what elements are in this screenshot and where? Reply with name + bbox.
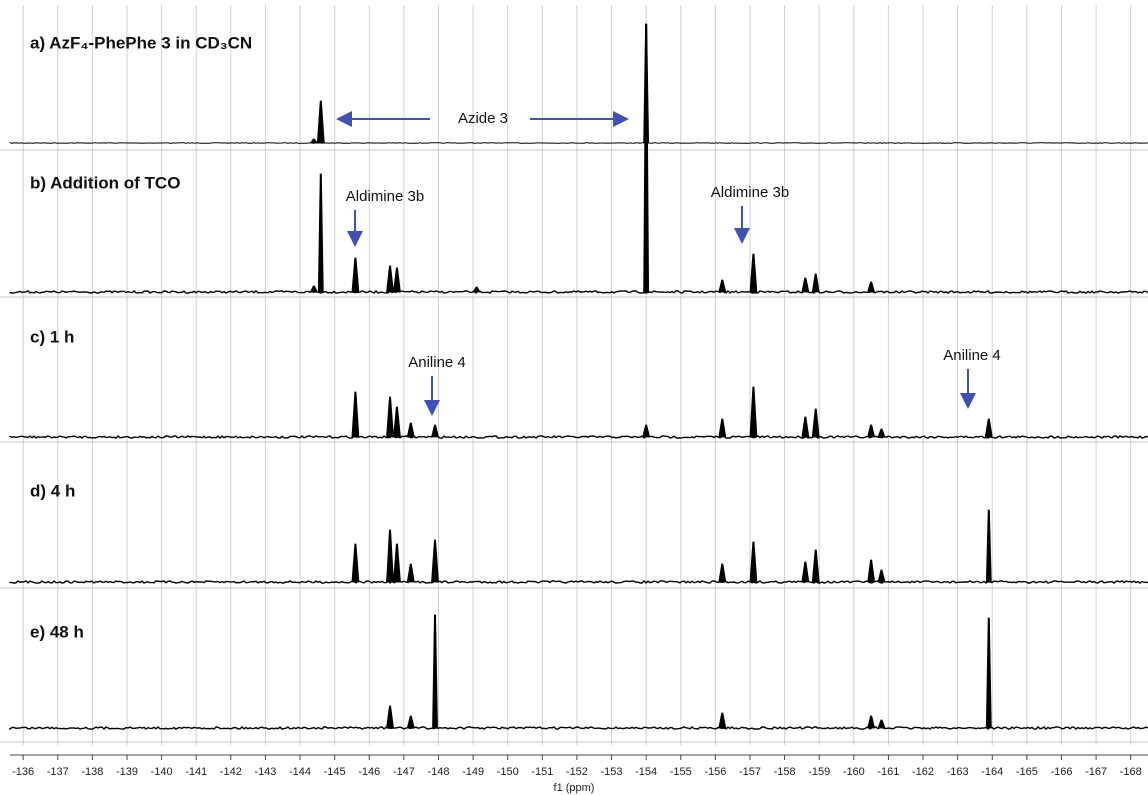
peak: [718, 418, 727, 438]
x-tick-label: -159: [808, 766, 830, 778]
x-tick-label: -158: [774, 766, 796, 778]
peak: [309, 285, 319, 293]
peak: [406, 422, 415, 438]
x-tick-label: -160: [843, 766, 865, 778]
panel-label: a) AzF₄-PhePhe 3 in CD₃CN: [30, 33, 252, 52]
x-tick-label: -162: [912, 766, 934, 778]
x-tick-label: -148: [427, 766, 449, 778]
peak: [406, 563, 415, 583]
peak: [749, 386, 758, 438]
peak: [877, 428, 886, 438]
peak: [316, 100, 325, 144]
x-tick-label: -156: [704, 766, 726, 778]
peak: [718, 279, 727, 293]
peak: [749, 541, 758, 583]
x-tick-label: -138: [81, 766, 103, 778]
peak: [386, 705, 394, 729]
annotation: Aldimine 3b: [711, 184, 789, 201]
peak: [811, 273, 820, 293]
x-tick-label: -137: [47, 766, 69, 778]
annotation: Aniline 4: [943, 347, 1001, 364]
grid: -136 -137 -138 -139 -140 -141 -142 -143 -144 -145…: [0, 5, 1148, 778]
peak: [867, 559, 876, 583]
x-tick-label: -143: [254, 766, 276, 778]
x-tick-label: -149: [462, 766, 484, 778]
x-tick-label: -147: [393, 766, 415, 778]
peak: [393, 406, 401, 438]
x-tick-label: -163: [947, 766, 969, 778]
x-tick-label: -142: [220, 766, 242, 778]
x-tick-label: -146: [358, 766, 380, 778]
baseline: [9, 435, 1148, 440]
x-tick-label: -152: [566, 766, 588, 778]
x-tick-label: -165: [1016, 766, 1038, 778]
peak: [867, 424, 876, 438]
x-tick-label: -161: [877, 766, 899, 778]
peak: [386, 265, 394, 293]
annotation: Azide 3: [458, 110, 508, 127]
traces: [9, 23, 1148, 731]
annotations: Azide 3 Aldimine 3b Aldimine 3b Aniline …: [336, 110, 1001, 416]
peak: [643, 23, 650, 293]
peak: [386, 529, 394, 583]
peak: [811, 549, 820, 583]
peak: [642, 424, 651, 438]
x-tick-label: -167: [1085, 766, 1107, 778]
x-tick-label: -145: [324, 766, 346, 778]
x-tick-label: -168: [1120, 766, 1142, 778]
x-tick-label: -140: [151, 766, 173, 778]
peak: [432, 614, 438, 729]
peak: [877, 719, 886, 729]
baseline: [9, 579, 1148, 585]
peak: [351, 543, 360, 583]
x-tick-label: -139: [116, 766, 138, 778]
peak: [867, 281, 876, 293]
peak: [867, 715, 876, 729]
peak: [801, 277, 810, 293]
panel-label: c) 1 h: [30, 327, 74, 346]
annotation: Aniline 4: [408, 354, 466, 371]
panel-label: b) Addition of TCO: [30, 173, 180, 192]
peak: [386, 396, 394, 438]
x-tick-label: -154: [635, 766, 657, 778]
peak: [801, 561, 810, 583]
peak: [472, 286, 481, 293]
x-tick-label: -144: [289, 766, 311, 778]
peak: [393, 543, 401, 583]
panel-label: e) 48 h: [30, 622, 84, 641]
peak: [718, 712, 727, 729]
x-tick-label: -164: [981, 766, 1003, 778]
peak: [984, 418, 993, 438]
peak: [406, 715, 415, 729]
peak: [351, 257, 360, 293]
x-tick-label: -150: [497, 766, 519, 778]
x-tick-label: -141: [185, 766, 207, 778]
panel-label: d) 4 h: [30, 481, 75, 500]
peak: [317, 173, 324, 293]
peak: [749, 253, 758, 293]
peak: [351, 391, 360, 438]
peak: [811, 408, 820, 438]
x-tick-label: -166: [1050, 766, 1072, 778]
baseline: [9, 725, 1148, 731]
peak: [985, 617, 992, 729]
x-tick-label: -153: [601, 766, 623, 778]
x-tick-label: -136: [12, 766, 34, 778]
annotation: Aldimine 3b: [346, 188, 424, 205]
peak: [718, 563, 727, 583]
peak: [985, 509, 992, 583]
x-tick-label: -155: [670, 766, 692, 778]
x-tick-label: -157: [739, 766, 761, 778]
peak: [801, 416, 810, 438]
peak: [431, 424, 440, 438]
baseline: [9, 289, 1148, 294]
baseline: [9, 142, 1148, 144]
x-tick-label: -151: [531, 766, 553, 778]
peak: [877, 569, 886, 583]
peak: [309, 138, 319, 144]
peak: [431, 539, 439, 583]
peak: [392, 267, 401, 293]
x-axis-label: f1 (ppm): [554, 782, 595, 794]
